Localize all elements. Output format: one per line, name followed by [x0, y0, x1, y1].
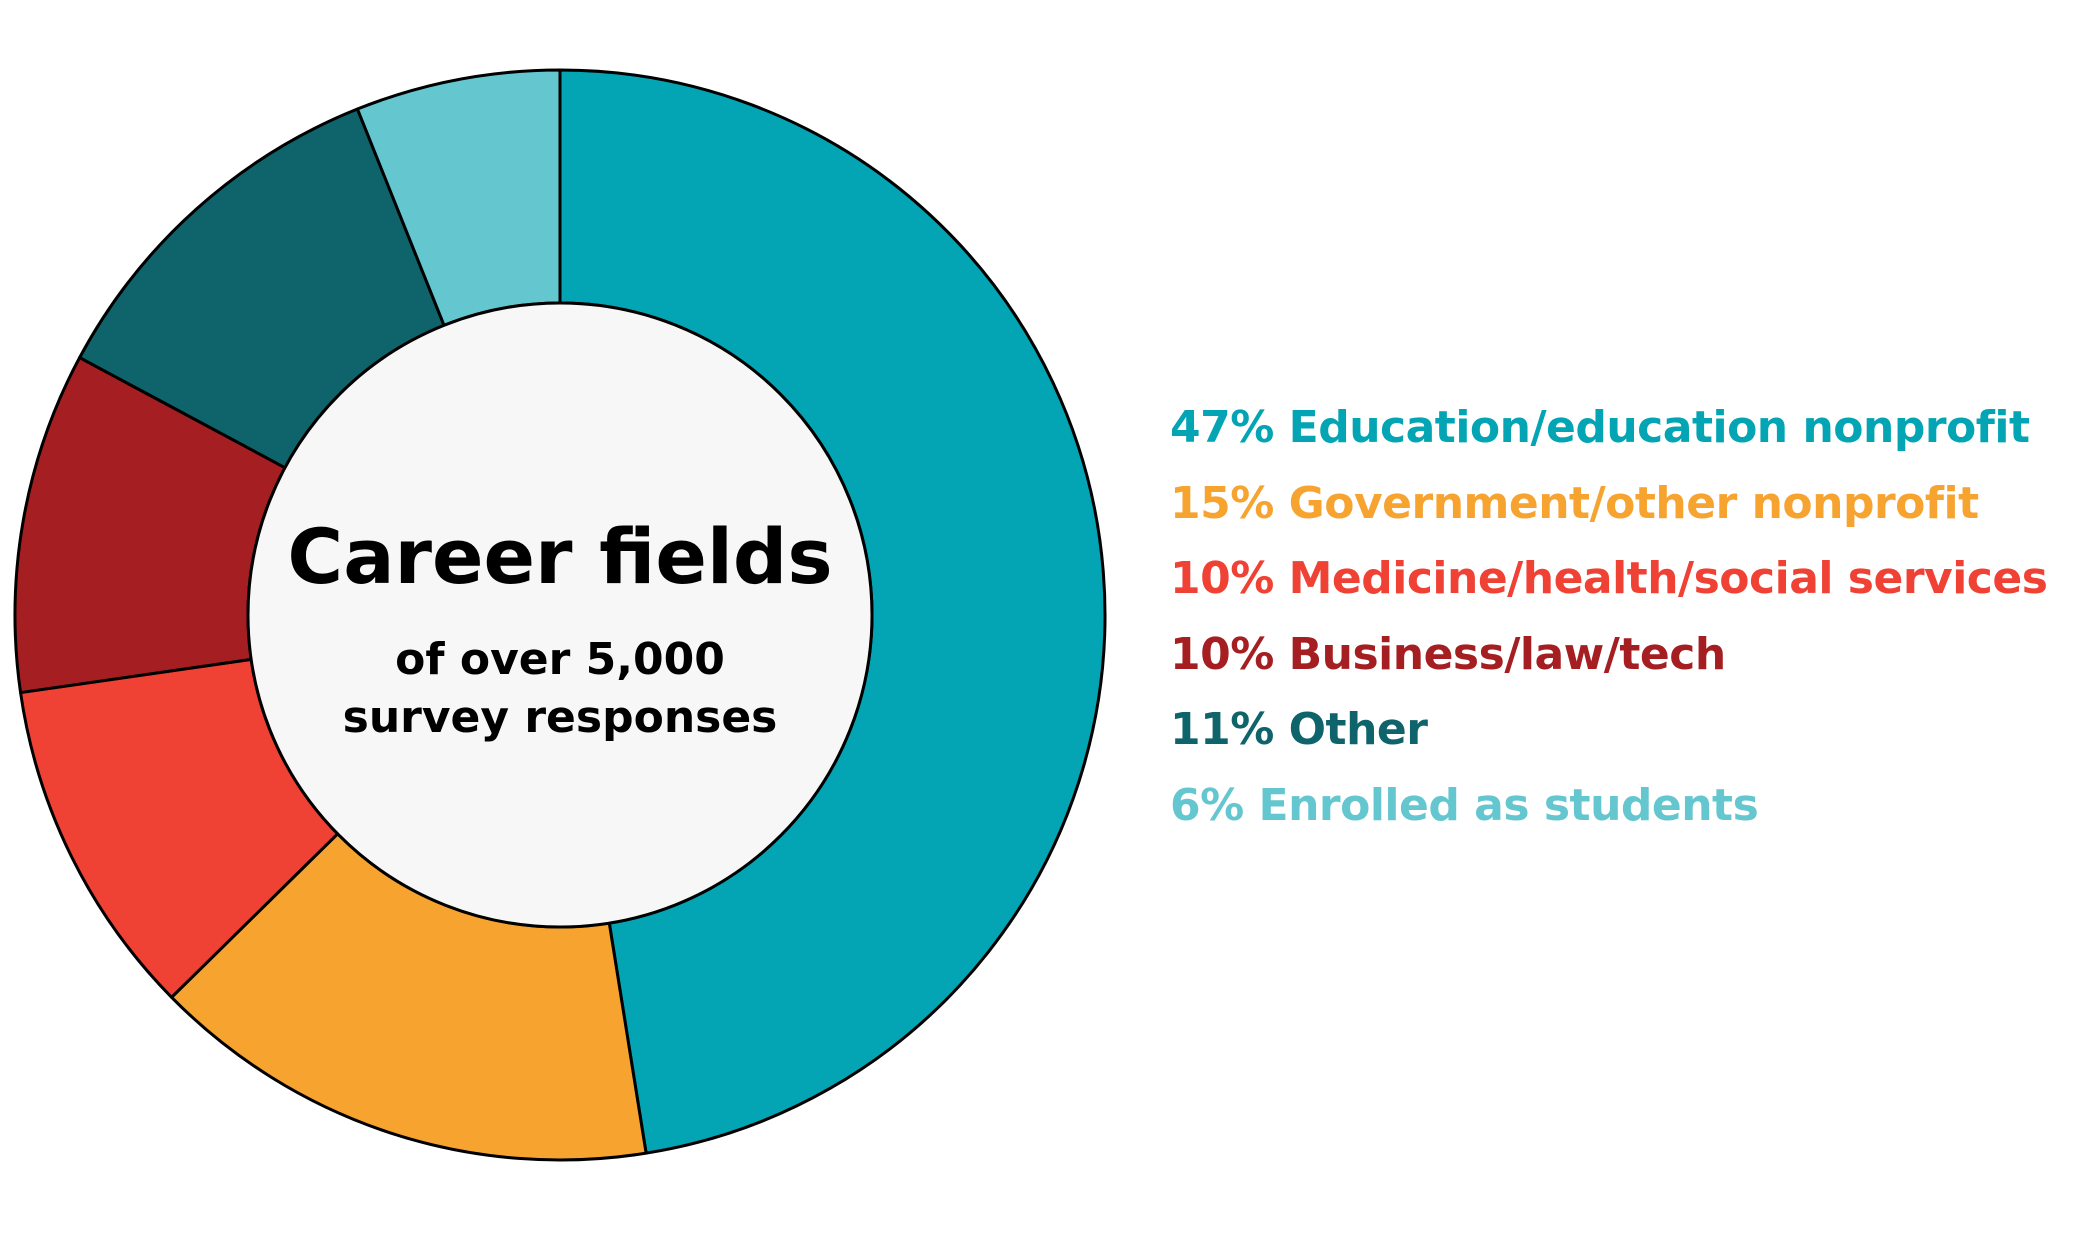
legend-item-other: 11% Other	[1170, 704, 1428, 755]
donut-chart: Career fields of over 5,000 survey respo…	[13, 68, 1107, 1162]
chart-subtitle-line-2: survey responses	[343, 692, 778, 743]
legend-item-education: 47% Education/education nonprofit	[1170, 402, 2030, 453]
chart-legend: 47% Education/education nonprofit 15% Go…	[1170, 390, 2070, 843]
donut-slices	[13, 68, 1107, 1162]
chart-title: Career fields	[287, 512, 832, 601]
donut-center	[246, 301, 874, 929]
legend-item-medicine: 10% Medicine/health/social services	[1170, 553, 2048, 604]
legend-item-students: 6% Enrolled as students	[1170, 779, 1759, 831]
legend-item-business: 10% Business/law/tech	[1170, 628, 1726, 680]
legend-item-government: 15% Government/other nonprofit	[1170, 477, 1979, 529]
chart-subtitle-line-1: of over 5,000	[395, 634, 725, 685]
